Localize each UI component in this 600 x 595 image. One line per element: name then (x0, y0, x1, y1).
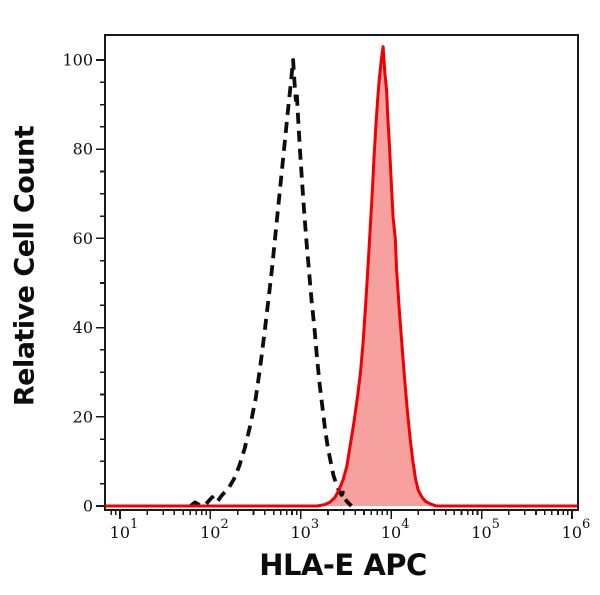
sample-histogram-fill (105, 46, 578, 506)
x-tick-label-10e2: 102 (200, 517, 229, 542)
x-tick-label-10e6: 106 (562, 517, 591, 542)
x-tick-label-10e4: 104 (381, 517, 410, 542)
y-tick-label-100: 100 (62, 51, 93, 70)
sample-histogram-curve (105, 45, 578, 508)
x-tick-label-10e5: 105 (471, 517, 500, 542)
y-axis-title-text: Relative Cell Count (9, 125, 41, 407)
y-tick-label-80: 80 (73, 140, 93, 159)
x-tick-label-10e1: 101 (110, 517, 139, 542)
y-tick-label-0: 0 (83, 497, 93, 516)
x-tick-label-10e3: 103 (290, 517, 319, 542)
isotype-control-curve (189, 58, 353, 508)
plot-border (104, 34, 579, 511)
y-tick-label-20: 20 (73, 407, 93, 426)
y-tick-label-40: 40 (73, 318, 93, 337)
y-tick-label-60: 60 (73, 229, 93, 248)
x-axis-title-text: HLA-E APC (259, 548, 427, 582)
axis-ticks (96, 59, 573, 519)
